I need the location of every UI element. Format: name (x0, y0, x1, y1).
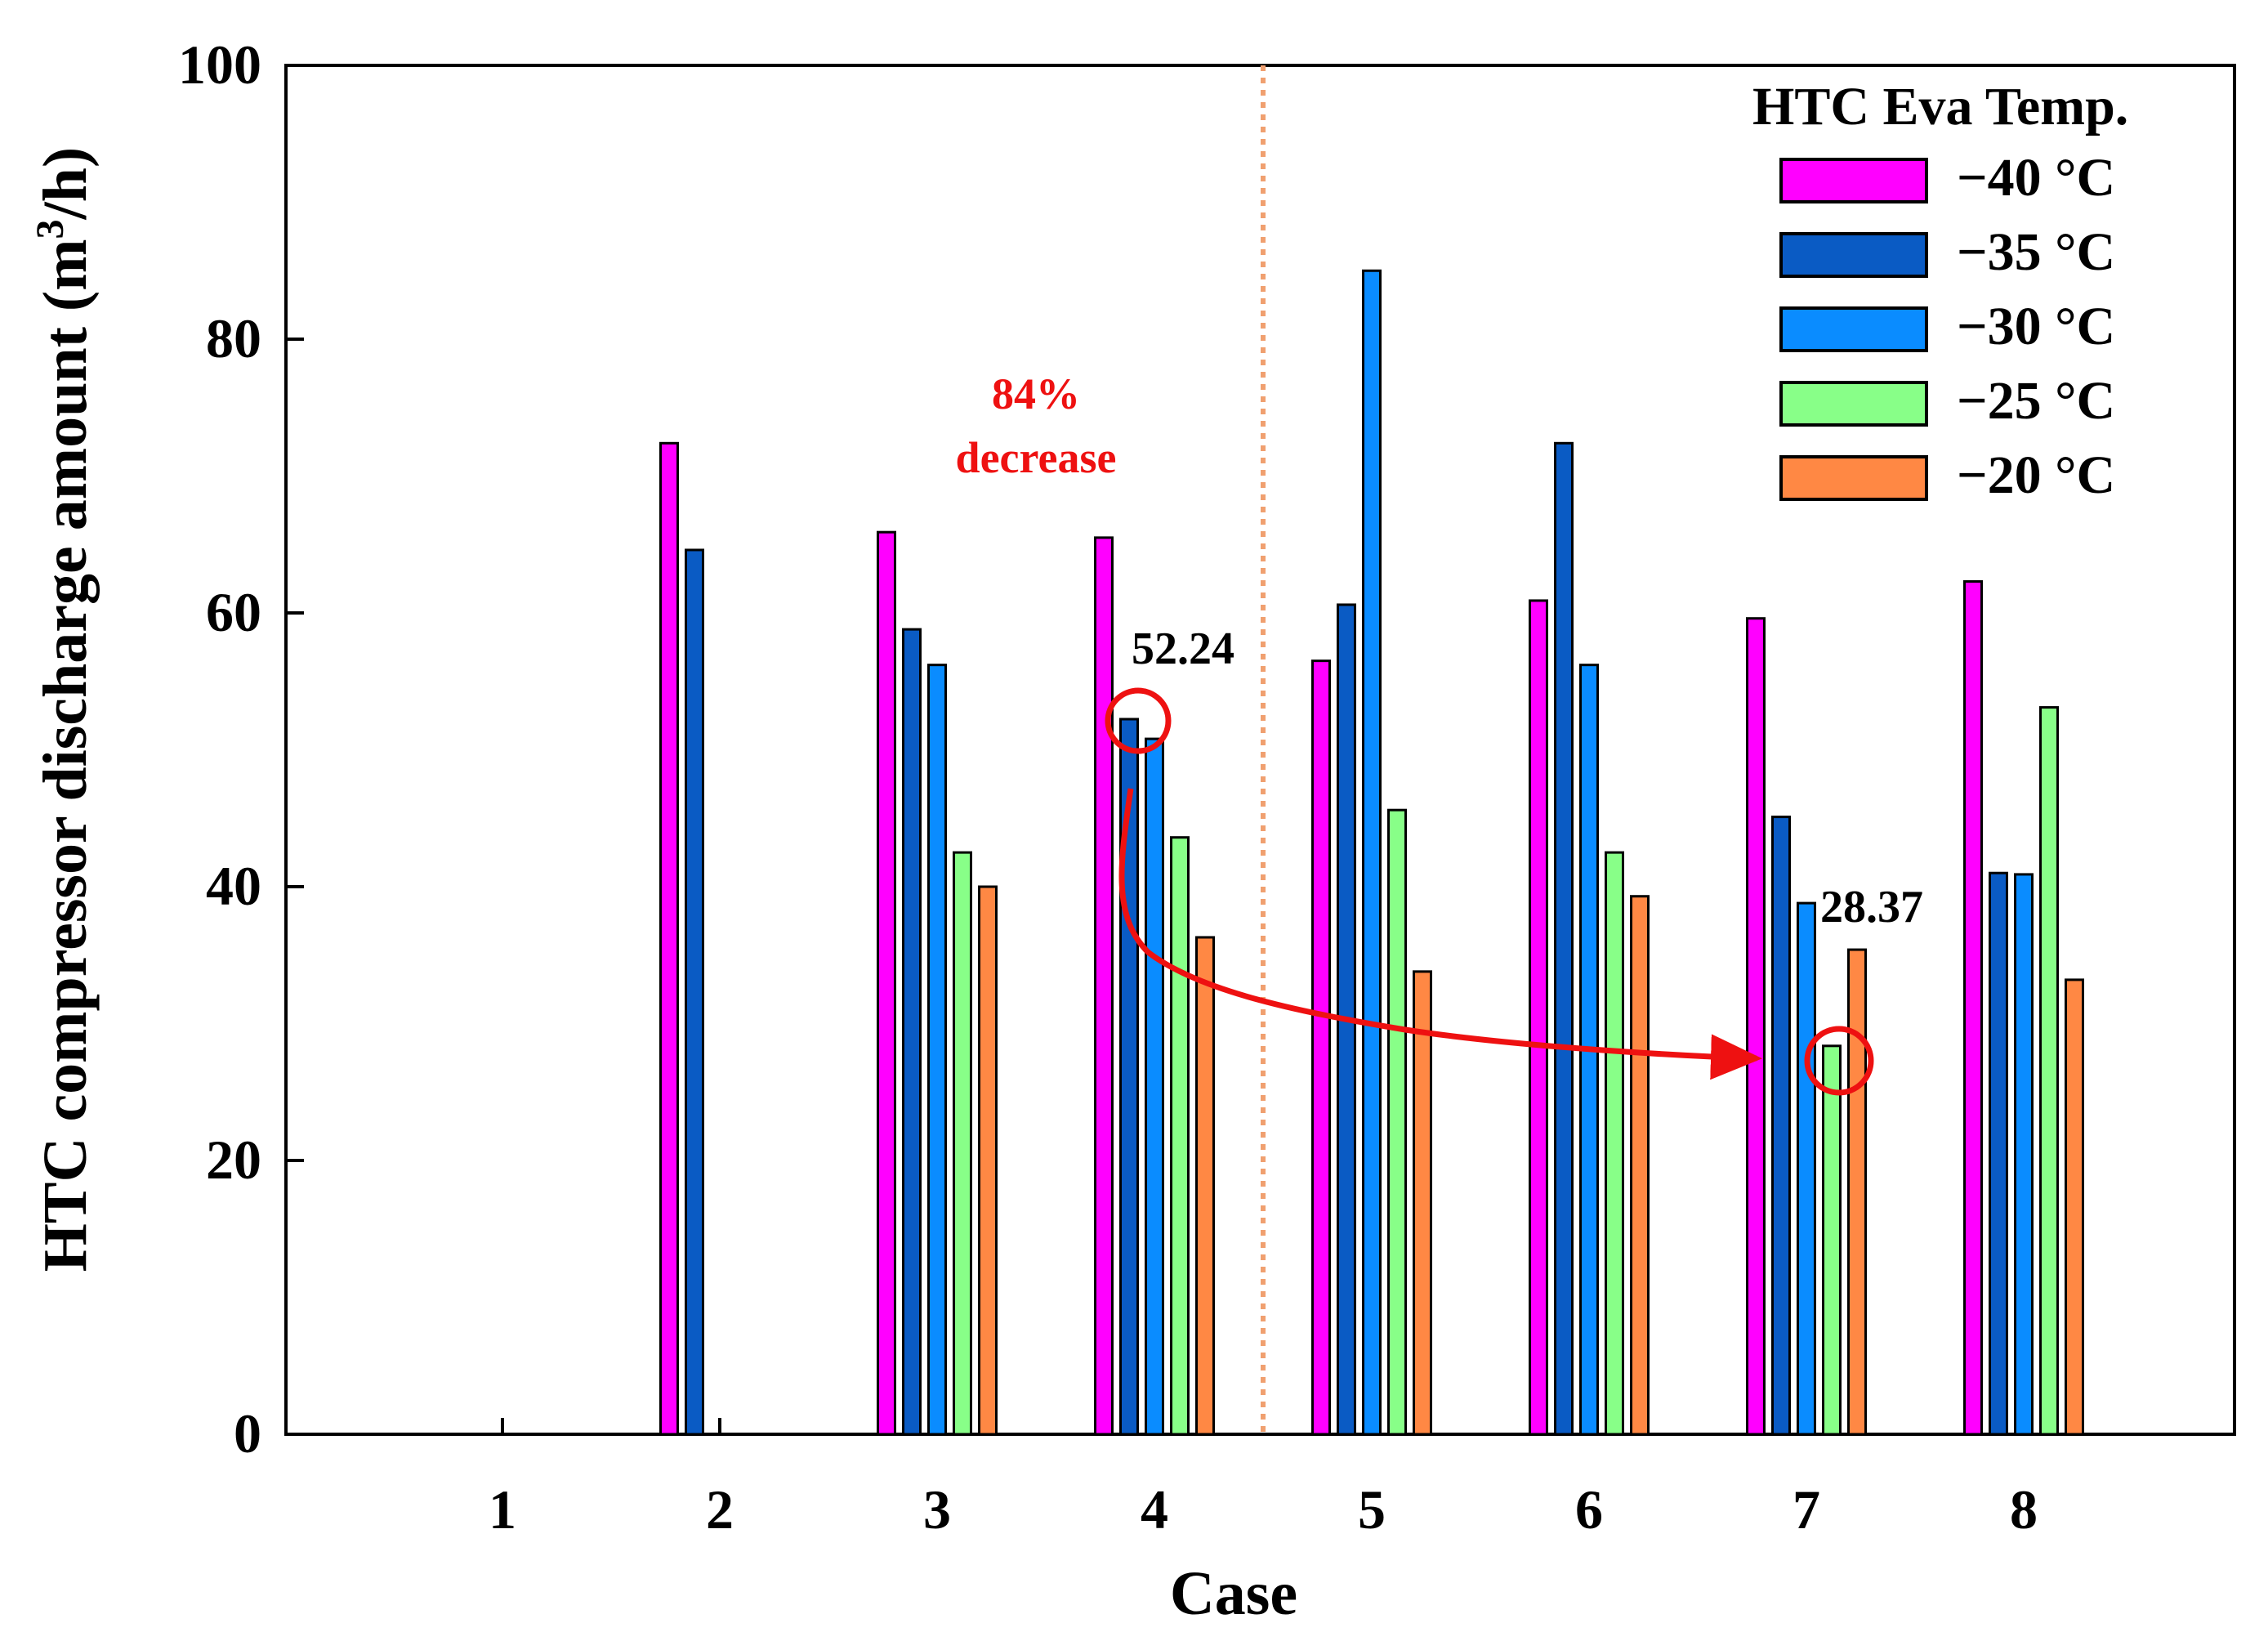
bar-case2-series2 (685, 548, 704, 1436)
bar-case8-series3 (2014, 873, 2034, 1436)
bar-case7-series2 (1771, 816, 1791, 1436)
annotation-value-28-37: 28.37 (1820, 882, 1923, 932)
bar-case4-series4 (1170, 836, 1190, 1436)
bar-case7-series3 (1797, 901, 1816, 1436)
x-tick-label: 7 (1793, 1478, 1820, 1540)
bar-case4-series1 (1094, 536, 1114, 1436)
annotation-decrease-percent: 84% (992, 369, 1080, 418)
bar-case3-series1 (877, 530, 896, 1436)
bar-case6-series5 (1630, 895, 1650, 1436)
bar-case5-series4 (1387, 808, 1407, 1436)
bar-case8-series2 (1989, 871, 2008, 1436)
legend-label: −25 °C (1957, 371, 2115, 431)
legend-swatch (1779, 232, 1928, 278)
x-tick-label: 8 (2010, 1478, 2038, 1540)
y-tick-label: 60 (206, 581, 261, 643)
legend-label: −20 °C (1957, 445, 2115, 505)
y-tick-label: 40 (206, 855, 261, 917)
x-tick-label: 2 (706, 1478, 734, 1540)
bar-case7-series4 (1822, 1044, 1842, 1436)
bar-case8-series4 (2039, 706, 2059, 1436)
y-tick-label: 100 (178, 34, 261, 96)
highlight-circle-case4 (1105, 687, 1172, 754)
y-axis-title: HTC compressor discharge amount (m3/h) (29, 147, 100, 1272)
legend-swatch (1779, 306, 1928, 352)
y-tick-label: 80 (206, 307, 261, 369)
annotations: 84% decrease 52.24 28.37 (956, 369, 1923, 1096)
bar-case2-series1 (659, 441, 679, 1436)
decrease-arrow (1118, 788, 1762, 1080)
bar-case6-series1 (1529, 599, 1548, 1436)
legend-label: −30 °C (1957, 297, 2115, 356)
bar-case5-series5 (1413, 970, 1432, 1436)
bar-case3-series5 (978, 885, 998, 1436)
plot-area (284, 64, 2236, 1436)
x-axis-ticks: 1 2 3 4 5 6 7 8 (489, 1418, 2038, 1540)
legend: HTC Eva Temp. −40 °C −35 °C −30 °C −25 °C −2… (1752, 77, 2128, 505)
legend-title: HTC Eva Temp. (1752, 77, 2128, 136)
legend-label: −35 °C (1957, 222, 2115, 282)
y-tick-label: 20 (206, 1129, 261, 1191)
bar-case4-series3 (1145, 737, 1164, 1436)
legend-swatch (1779, 381, 1928, 427)
legend-swatch (1779, 158, 1928, 203)
legend-label: −40 °C (1957, 148, 2115, 208)
bar-case5-series1 (1311, 660, 1331, 1436)
bar-case7-series1 (1746, 617, 1766, 1436)
x-tick-label: 6 (1575, 1478, 1603, 1540)
y-tick-label: 0 (234, 1402, 261, 1464)
x-tick-label: 1 (489, 1478, 516, 1540)
bar-case5-series3 (1362, 269, 1382, 1436)
x-axis-title: Case (1170, 1559, 1297, 1628)
x-tick-label: 3 (923, 1478, 951, 1540)
annotation-value-52-24: 52.24 (1132, 624, 1234, 674)
x-tick-label: 5 (1358, 1478, 1386, 1540)
bar-case7-series5 (1847, 948, 1867, 1436)
bar-case3-series3 (927, 664, 947, 1436)
bar-case3-series2 (902, 628, 922, 1436)
y-axis-ticks: 0 20 40 60 80 100 (178, 34, 304, 1464)
legend-swatch (1779, 455, 1928, 501)
bar-series (659, 269, 2084, 1436)
highlight-circle-case7 (1804, 1026, 1874, 1096)
bar-case4-series5 (1195, 936, 1215, 1436)
annotation-decrease-word: decrease (956, 433, 1117, 482)
bar-case6-series4 (1605, 851, 1624, 1436)
bar-case6-series2 (1554, 441, 1574, 1436)
x-tick-label: 4 (1141, 1478, 1168, 1540)
bar-case8-series1 (1963, 579, 1983, 1436)
bar-case8-series5 (2065, 978, 2084, 1436)
bar-case3-series4 (953, 851, 972, 1436)
